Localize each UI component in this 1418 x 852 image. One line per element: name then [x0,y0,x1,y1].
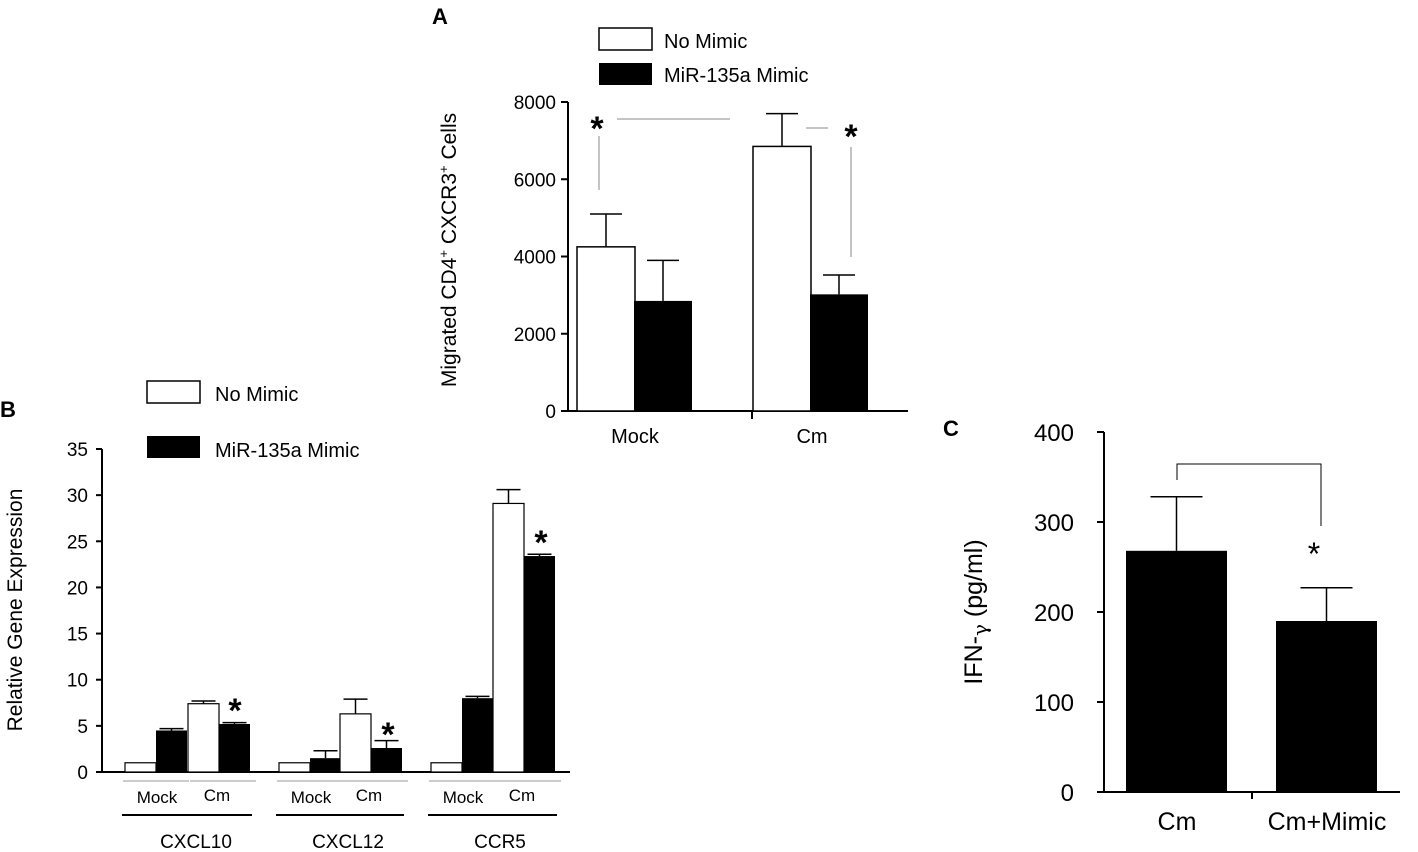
panel-c-y-label: IFN-γ (pg/ml) [960,539,992,684]
panel-b-label: B [0,397,16,422]
panel-c-y-tick-label: 400 [1034,420,1074,447]
panel-b: B No Mimic MiR-135a Mimic 0 5 10 15 20 25 30 35… [0,380,570,852]
panel-a-legend-swatch-mimic [599,63,652,85]
panel-a-bar [752,145,812,412]
panel-b-sig-star: * [228,692,242,730]
panel-b-bar [339,713,372,773]
panel-b-legend-no-mimic: No Mimic [215,384,298,406]
panel-b-y-tick-label: 15 [67,625,88,646]
panel-b-bar [278,762,311,773]
panel-b-y-label: Relative Gene Expression [4,489,27,732]
panel-c-y-tick-label: 100 [1034,690,1074,717]
panel-b-bar [156,730,187,772]
panel-a-category-cm: Cm [796,426,827,448]
panel-b-bar [310,758,341,772]
panel-a: A No Mimic MiR-135a Mimic 0 2000 4000 6000 8… [432,4,908,448]
panel-b-y-tick-label: 20 [67,578,88,599]
panel-b-bar [219,724,250,772]
panel-a-legend-swatch-no-mimic [598,27,653,51]
panel-c-bar [1276,621,1377,792]
panel-b-y-tick-label: 5 [77,717,88,738]
panel-b-subgroup-label: Mock [443,788,484,807]
panel-c: C 0 100 200 300 400 IFN-γ (pg/ml) Cm Cm+Mimi… [943,416,1400,836]
panel-a-label: A [432,4,448,29]
panel-b-bar [430,762,463,773]
panel-b-bar [187,703,220,773]
panel-c-category-cm-mimic: Cm+Mimic [1268,808,1387,836]
panel-a-category-mock: Mock [611,426,660,448]
panel-a-bar [634,300,692,411]
panel-c-sig-bracket [1176,463,1322,526]
panel-b-y-tick-label: 25 [67,532,88,553]
panel-c-label: C [943,416,959,441]
panel-b-group-label: CXCL10 [160,832,232,852]
panel-a-y-tick-label: 2000 [514,325,556,346]
panel-c-y-tick-label: 200 [1034,600,1074,627]
panel-c-y-tick-label: 0 [1061,780,1074,807]
panel-c-sig-star: * [1308,536,1320,572]
panel-b-y-tick-label: 0 [77,763,88,784]
panel-b-group-label: CCR5 [474,832,526,852]
panel-b-bar [124,762,157,773]
panel-b-subgroup-label: Cm [509,786,535,805]
panel-a-y-tick-label: 8000 [514,93,556,114]
panel-b-y-tick-label: 35 [67,440,88,461]
panel-a-y-tick-label: 0 [545,402,556,423]
panel-a-bar [576,246,636,412]
panel-a-y-tick-label: 4000 [514,248,556,269]
panel-b-subgroup-label: Mock [291,788,332,807]
panel-a-y-tick-label: 6000 [514,170,556,191]
panel-a-bar [810,294,868,411]
panel-b-subgroup-label: Cm [204,786,230,805]
panel-b-subgroup-label: Mock [137,788,178,807]
panel-b-legend-mimic: MiR-135a Mimic [215,440,359,462]
panel-b-sig-star: * [534,524,548,562]
panel-b-y-tick-label: 30 [67,486,88,507]
panel-b-y-tick-label: 10 [67,671,88,692]
panel-b-bar [371,748,402,772]
panel-a-y-label: Migrated CD4+ CXCR3+ Cells [436,113,461,387]
panel-b-subgroup-label: Cm [356,786,382,805]
panel-b-bar [524,556,555,772]
panel-c-y-tick-label: 300 [1034,510,1074,537]
panel-b-legend-swatch-no-mimic [146,380,201,404]
panel-a-legend-mimic: MiR-135a Mimic [664,65,808,87]
panel-b-group-label: CXCL12 [312,832,384,852]
panel-b-bar [462,698,493,772]
panel-b-legend-swatch-mimic [147,436,200,458]
panel-b-bar [492,502,525,773]
panel-b-sig-star: * [381,716,395,754]
panel-c-category-cm: Cm [1158,808,1197,836]
panel-a-sig-star-2: * [844,118,858,156]
panel-a-sig-star-1: * [590,110,604,148]
panel-a-legend-no-mimic: No Mimic [664,31,747,53]
panel-c-bar [1126,550,1227,792]
